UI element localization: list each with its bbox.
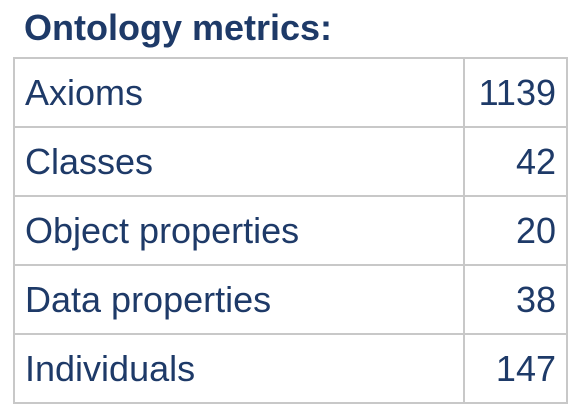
metric-value-data-properties: 38 [463,264,568,335]
table-row: Object properties 20 [13,195,568,266]
metric-value-axioms: 1139 [463,57,568,128]
metric-value-classes: 42 [463,126,568,197]
page-title: Ontology metrics: [24,7,333,48]
table-row: Axioms 1139 [13,57,568,128]
metric-label-object-properties: Object properties [13,195,465,266]
metric-label-axioms: Axioms [13,57,465,128]
metric-value-individuals: 147 [463,333,568,404]
table-row: Individuals 147 [13,333,568,404]
metric-label-classes: Classes [13,126,465,197]
table-row: Classes 42 [13,126,568,197]
metric-label-individuals: Individuals [13,333,465,404]
metric-value-object-properties: 20 [463,195,568,266]
table-row: Data properties 38 [13,264,568,335]
metric-label-data-properties: Data properties [13,264,465,335]
metrics-table: Axioms 1139 Classes 42 Object properties… [13,57,568,404]
